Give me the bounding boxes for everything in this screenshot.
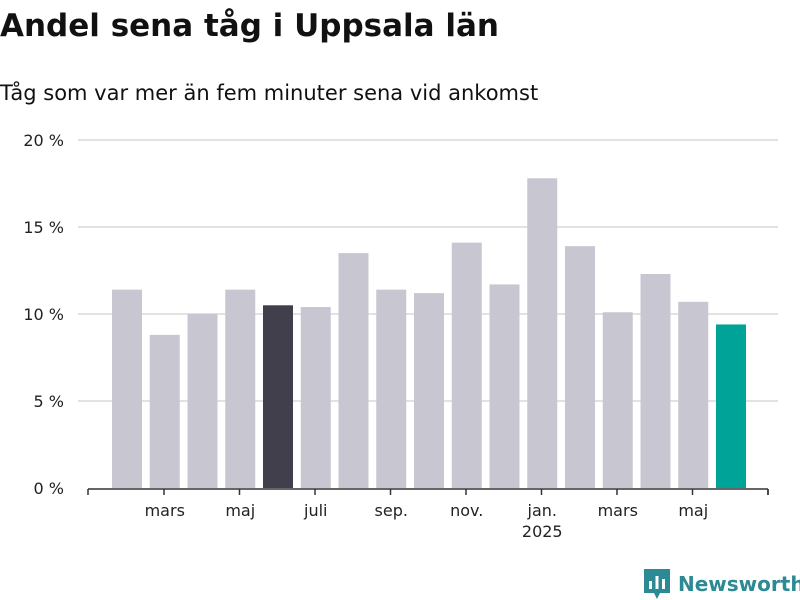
- bar: [527, 178, 558, 488]
- bar: [414, 293, 444, 488]
- bar: [678, 301, 709, 488]
- x-tick-label: sep.: [375, 501, 408, 520]
- bar: [565, 246, 595, 488]
- newsworthy-logo-icon: [644, 569, 670, 599]
- x-tick-label: juli: [303, 501, 327, 520]
- bar: [187, 314, 218, 488]
- x-tick-label: nov.: [450, 501, 483, 520]
- bar: [149, 334, 180, 488]
- bar: [263, 305, 293, 488]
- bar: [451, 242, 482, 488]
- bar: [489, 284, 520, 488]
- brand-name: Newsworthy: [678, 572, 800, 596]
- x-tick-label: maj: [678, 501, 708, 520]
- y-axis-tick-labels: 0 % 5 % 10 % 15 % 20 %: [23, 131, 64, 498]
- bar: [640, 273, 671, 488]
- bar: [602, 312, 633, 488]
- bar: [112, 289, 142, 488]
- x-tick-label: mars: [145, 501, 185, 520]
- x-tick-label: maj: [225, 501, 255, 520]
- bar: [300, 307, 331, 488]
- x-axis: mars maj juli sep. nov. jan. mars maj 2025: [87, 488, 769, 541]
- bar: [338, 253, 369, 488]
- bar: [225, 289, 256, 488]
- x-year-label: 2025: [522, 522, 563, 541]
- x-tick-label: mars: [598, 501, 638, 520]
- bar: [376, 289, 407, 488]
- y-tick-label: 20 %: [23, 131, 64, 150]
- y-tick-label: 15 %: [23, 218, 64, 237]
- brand-logo: Newsworthy: [644, 568, 800, 600]
- y-tick-label: 5 %: [34, 392, 64, 411]
- y-tick-label: 10 %: [23, 305, 64, 324]
- y-tick-label: 0 %: [34, 479, 64, 498]
- chart-title: Andel sena tåg i Uppsala län: [0, 8, 499, 44]
- bar: [716, 324, 746, 488]
- x-tick-label: jan.: [527, 501, 557, 520]
- chart-subtitle: Tåg som var mer än fem minuter sena vid …: [0, 81, 539, 105]
- bar-series: [112, 178, 746, 488]
